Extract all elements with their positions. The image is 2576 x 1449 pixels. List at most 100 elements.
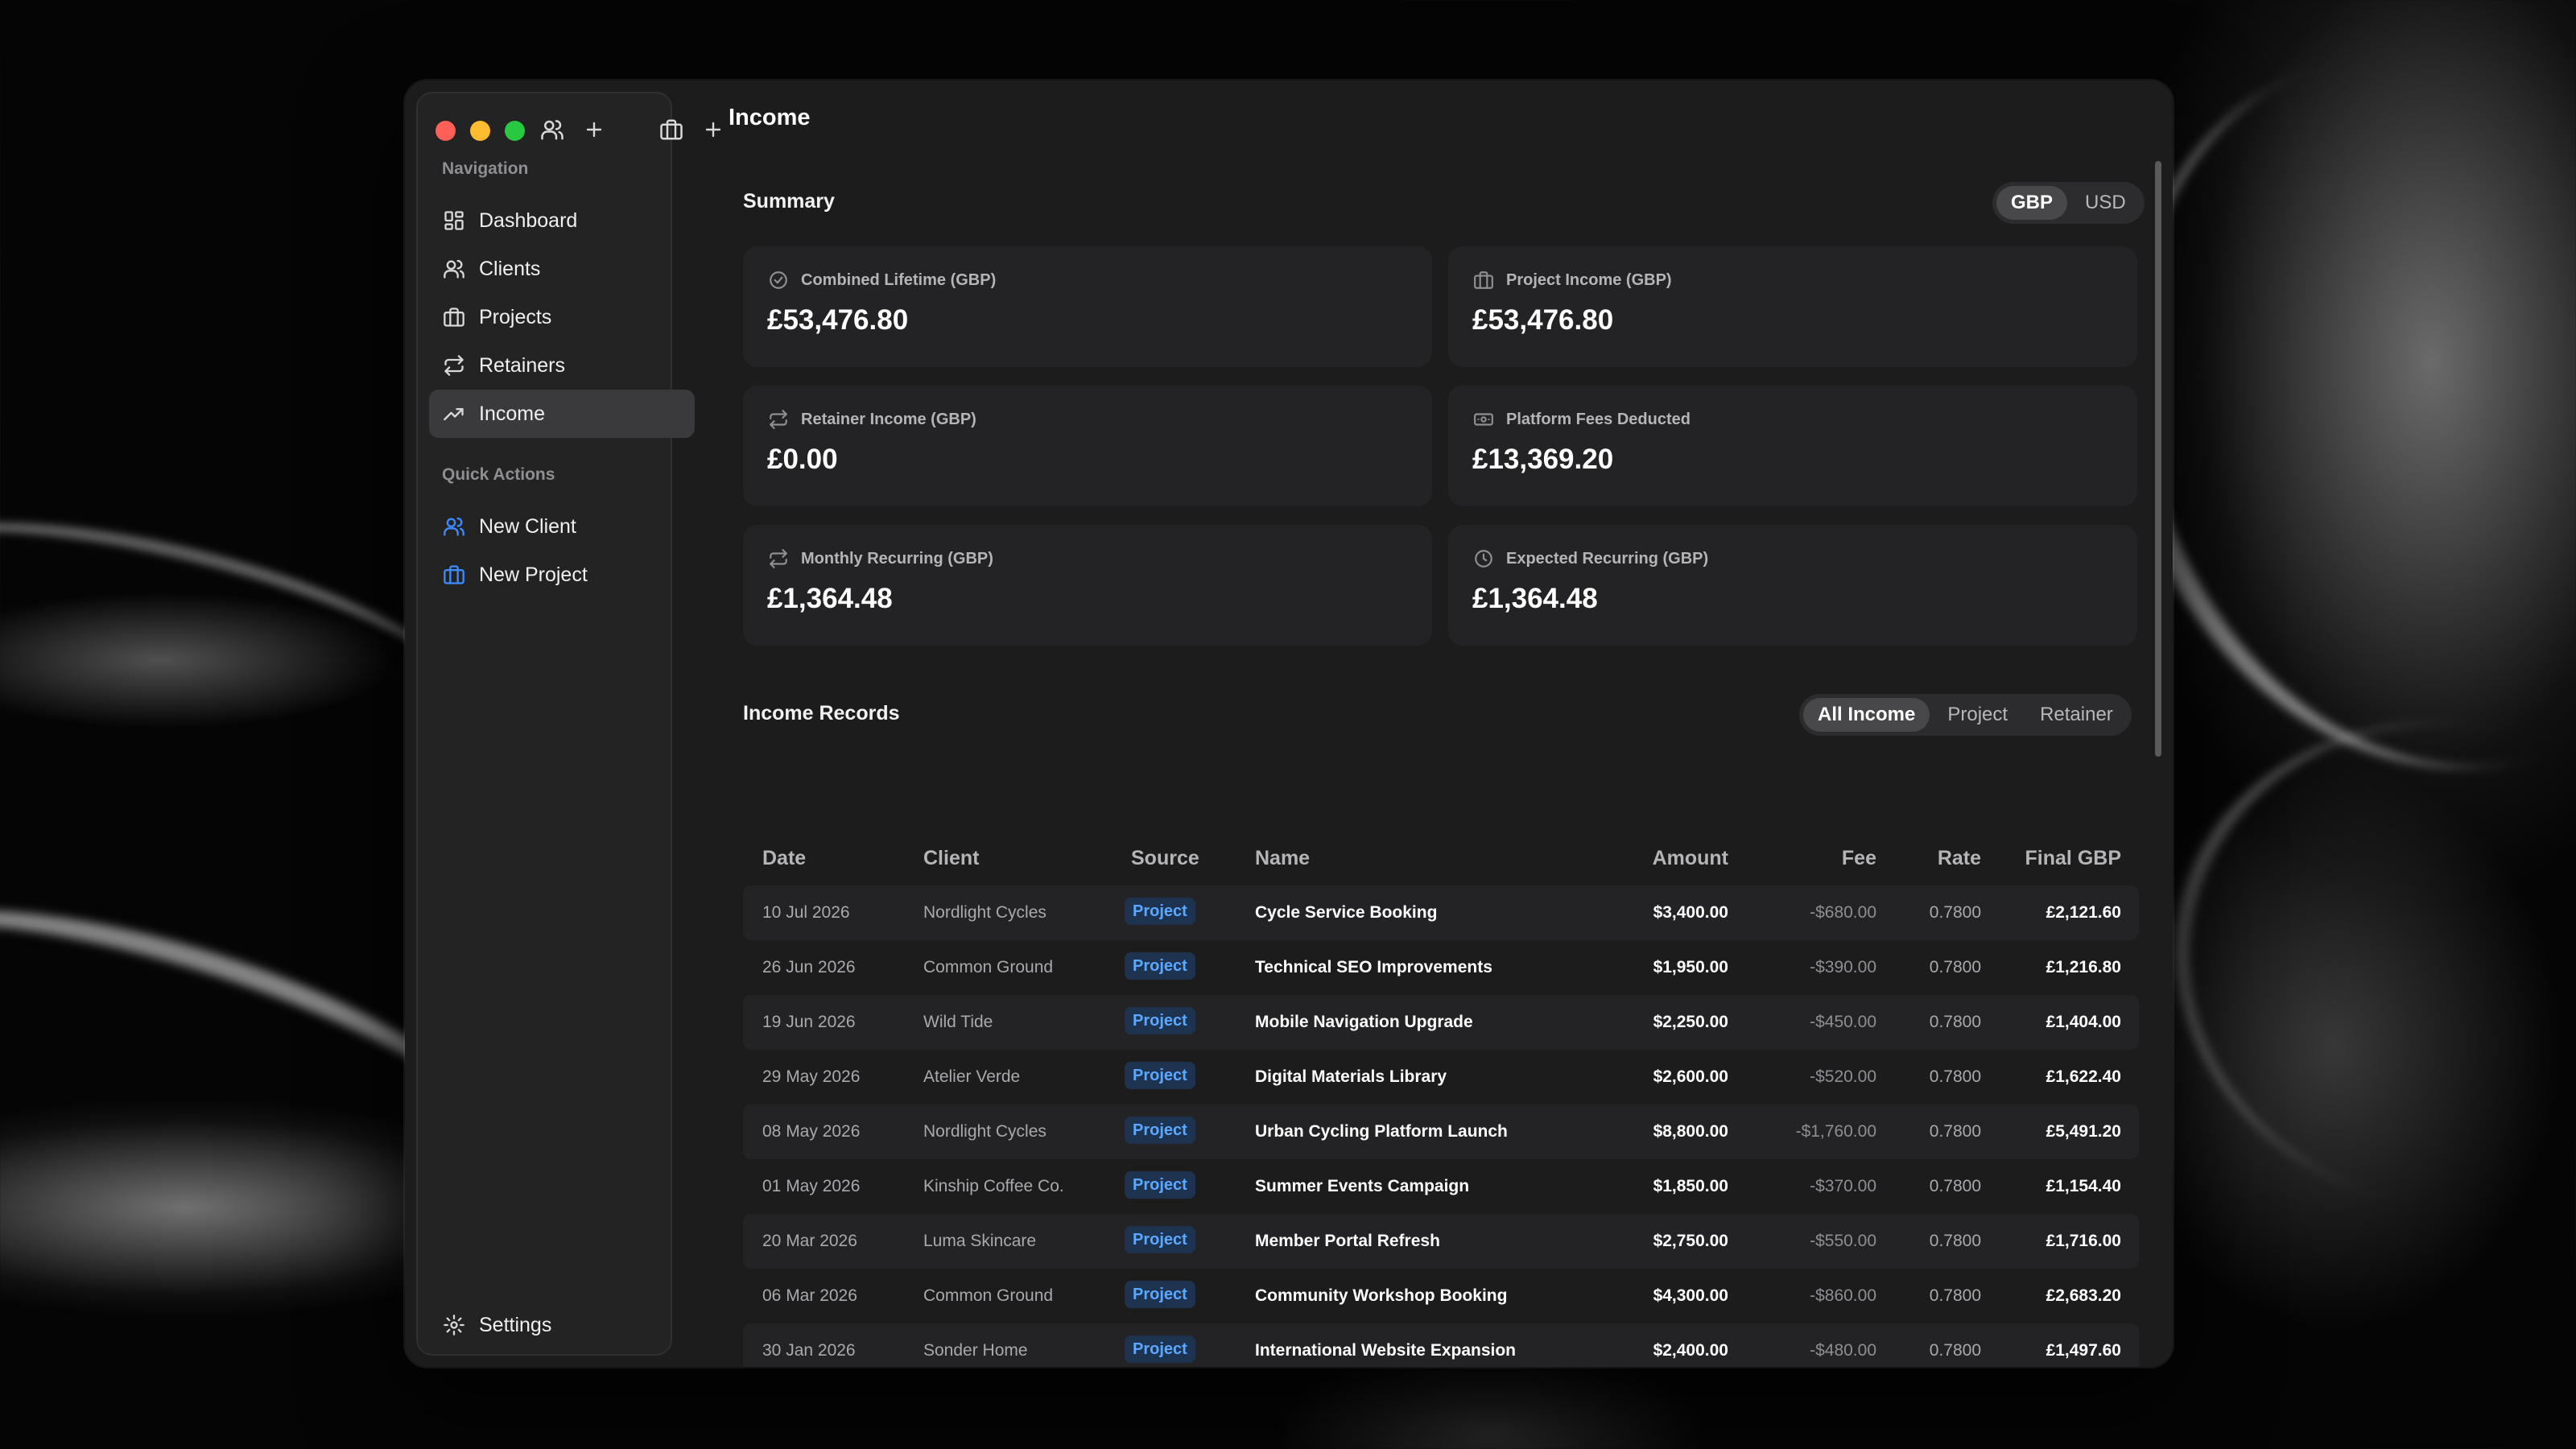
stat-value: £53,476.80 <box>767 304 909 336</box>
stat-card-expected-recurring: Expected Recurring (GBP) £1,364.48 <box>1448 525 2137 646</box>
cell-rate: 0.7800 <box>1929 1013 1981 1031</box>
table-row[interactable]: 06 Mar 2026 Common Ground Project Community… <box>743 1269 2139 1323</box>
stat-label: Platform Fees Deducted <box>1506 410 1690 428</box>
column-header-name[interactable]: Name <box>1255 847 1311 869</box>
currency-option-usd[interactable]: USD <box>2085 192 2126 213</box>
stat-value: £53,476.80 <box>1472 304 1614 336</box>
table-row[interactable]: 01 May 2026 Kinship Coffee Co. Project Summ… <box>743 1159 2139 1214</box>
source-badge: Project <box>1125 1117 1195 1144</box>
cell-rate: 0.7800 <box>1929 903 1981 922</box>
table-row[interactable]: 26 Jun 2026 Common Ground Project Technical… <box>743 940 2139 995</box>
summary-title: Summary <box>743 190 835 213</box>
users-icon[interactable] <box>539 116 566 143</box>
sidebar-item-settings[interactable]: Settings <box>429 1301 695 1349</box>
repeat-icon <box>767 547 790 570</box>
grid-icon <box>442 208 466 233</box>
cell-date: 30 Jan 2026 <box>762 1341 856 1360</box>
sidebar-item-dashboard[interactable]: Dashboard <box>429 196 695 245</box>
cell-rate: 0.7800 <box>1929 958 1981 976</box>
cell-client: Common Ground <box>923 1286 1054 1305</box>
filter-project[interactable]: Project <box>1947 704 2008 725</box>
currency-option-gbp[interactable]: GBP <box>1996 186 2068 220</box>
cell-fee: -$370.00 <box>1810 1177 1876 1195</box>
background-swirl <box>2129 671 2576 1261</box>
source-badge: Project <box>1125 1062 1195 1089</box>
navigation-heading: Navigation <box>442 159 529 178</box>
column-header-client[interactable]: Client <box>923 847 980 869</box>
cell-amount: $8,800.00 <box>1653 1122 1728 1141</box>
cell-client: Sonder Home <box>923 1341 1028 1360</box>
stat-value: £1,364.48 <box>1472 583 1598 614</box>
cell-amount: $2,600.00 <box>1653 1067 1728 1086</box>
table-row[interactable]: 08 May 2026 Nordlight Cycles Project Urban … <box>743 1104 2139 1159</box>
table-row[interactable]: 30 Jan 2026 Sonder Home Project Internation… <box>743 1323 2139 1367</box>
add-client-plus-icon[interactable] <box>580 116 608 143</box>
stat-card-project-income: Project Income (GBP) £53,476.80 <box>1448 246 2137 367</box>
cell-final-gbp: £1,216.80 <box>2046 958 2121 976</box>
stat-label: Project Income (GBP) <box>1506 270 1672 289</box>
sidebar-item-income[interactable]: Income <box>429 390 695 438</box>
cell-amount: $1,950.00 <box>1653 958 1728 976</box>
stat-card-monthly-recurring: Monthly Recurring (GBP) £1,364.48 <box>743 525 1432 646</box>
briefcase-icon <box>442 305 466 329</box>
cell-fee: -$390.00 <box>1810 958 1876 976</box>
cell-fee: -$860.00 <box>1810 1286 1876 1305</box>
cell-date: 08 May 2026 <box>762 1122 861 1141</box>
cell-name: Technical SEO Improvements <box>1255 958 1492 976</box>
repeat-icon <box>767 408 790 431</box>
cell-name: Summer Events Campaign <box>1255 1177 1470 1195</box>
table-row[interactable]: 19 Jun 2026 Wild Tide Project Mobile Naviga… <box>743 995 2139 1050</box>
sidebar-item-retainers[interactable]: Retainers <box>429 341 695 390</box>
app-window: Navigation Dashboard Clients Projects Re… <box>405 80 2173 1367</box>
income-filter-toggle: All Income Project Retainer <box>1799 694 2132 736</box>
cell-client: Common Ground <box>923 958 1054 976</box>
column-header-rate[interactable]: Rate <box>1937 847 1981 869</box>
trending-up-icon <box>442 402 466 426</box>
cell-client: Nordlight Cycles <box>923 903 1046 922</box>
column-header-date[interactable]: Date <box>762 847 807 869</box>
table-row[interactable]: 20 Mar 2026 Luma Skincare Project Member Po… <box>743 1214 2139 1269</box>
scrollbar[interactable] <box>2155 161 2161 757</box>
cell-name: Digital Materials Library <box>1255 1067 1447 1086</box>
stat-label: Monthly Recurring (GBP) <box>801 549 993 568</box>
cell-rate: 0.7800 <box>1929 1232 1981 1250</box>
cell-date: 29 May 2026 <box>762 1067 861 1086</box>
minimize-window-button[interactable] <box>470 121 490 141</box>
source-badge: Project <box>1125 1226 1195 1253</box>
close-window-button[interactable] <box>436 121 456 141</box>
sidebar-item-clients[interactable]: Clients <box>429 245 695 293</box>
zoom-window-button[interactable] <box>505 121 525 141</box>
source-badge: Project <box>1125 952 1195 980</box>
source-badge: Project <box>1125 1335 1195 1363</box>
source-badge: Project <box>1125 1281 1195 1308</box>
new-client-button[interactable]: New Client <box>429 502 695 551</box>
filter-retainer[interactable]: Retainer <box>2040 704 2113 725</box>
stat-card-combined-lifetime: Combined Lifetime (GBP) £53,476.80 <box>743 246 1432 367</box>
column-header-amount[interactable]: Amount <box>1652 847 1728 869</box>
new-project-button[interactable]: New Project <box>429 551 695 599</box>
table-row[interactable]: 29 May 2026 Atelier Verde Project Digital M… <box>743 1050 2139 1104</box>
column-header-source[interactable]: Source <box>1131 847 1199 869</box>
sidebar-item-projects[interactable]: Projects <box>429 293 695 341</box>
add-project-plus-icon[interactable] <box>700 116 727 143</box>
column-header-fee[interactable]: Fee <box>1841 847 1876 869</box>
cell-final-gbp: £1,404.00 <box>2046 1013 2121 1031</box>
cell-amount: $3,400.00 <box>1653 903 1728 922</box>
users-icon <box>442 514 466 539</box>
filter-all-income[interactable]: All Income <box>1803 698 1930 732</box>
cell-fee: -$450.00 <box>1810 1013 1876 1031</box>
briefcase-icon[interactable] <box>658 116 685 143</box>
clock-icon <box>1472 547 1495 570</box>
column-header-final-gbp[interactable]: Final GBP <box>2025 847 2121 869</box>
stat-label: Retainer Income (GBP) <box>801 410 976 428</box>
source-badge: Project <box>1125 1171 1195 1199</box>
cell-final-gbp: £5,491.20 <box>2046 1122 2121 1141</box>
toolbar <box>539 116 727 143</box>
currency-toggle: GBP USD <box>1992 182 2145 224</box>
table-row[interactable]: 10 Jul 2026 Nordlight Cycles Project Cycle … <box>743 886 2139 940</box>
cell-rate: 0.7800 <box>1929 1341 1981 1360</box>
table-header: Date Client Source Name Amount Fee Rate … <box>743 829 2139 886</box>
gear-icon <box>442 1313 466 1337</box>
sidebar: Navigation Dashboard Clients Projects Re… <box>416 92 721 1356</box>
sidebar-item-label: Dashboard <box>479 208 578 232</box>
